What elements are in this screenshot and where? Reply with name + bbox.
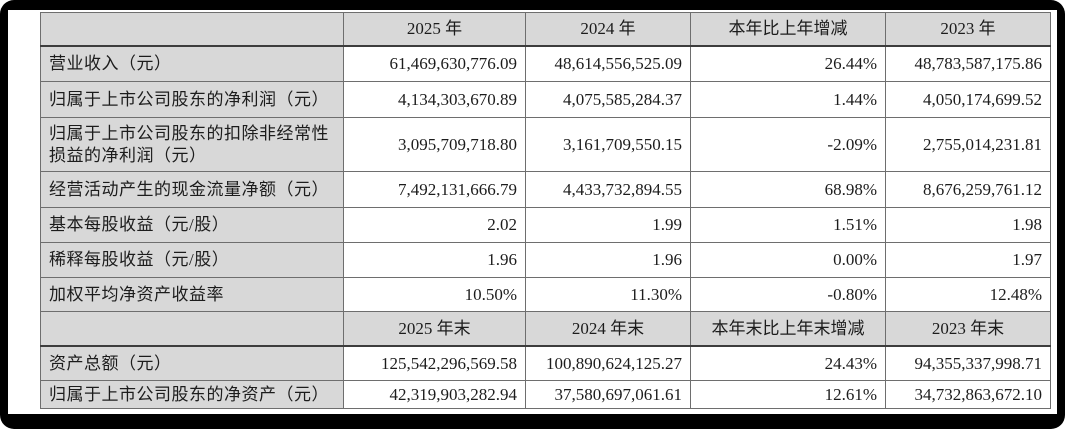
cell-value: 42,319,903,282.94 <box>343 380 526 409</box>
col-header-2024-end: 2024 年末 <box>525 311 691 347</box>
col-header-2023-end: 2023 年末 <box>885 311 1051 347</box>
cell-value: 1.96 <box>525 242 691 278</box>
table-row-diluted-eps: 稀释每股收益（元/股） 1.96 1.96 0.00% 1.97 <box>40 242 1051 278</box>
row-label: 营业收入（元） <box>40 45 344 82</box>
cell-value: 68.98% <box>690 171 886 208</box>
table-row-deducted-net-profit: 归属于上市公司股东的扣除非经常性损益的净利润（元） 3,095,709,718.… <box>40 117 1051 172</box>
cell-value: 48,783,587,175.86 <box>885 45 1051 82</box>
row-label: 加权平均净资产收益率 <box>40 277 344 312</box>
corner-cell <box>40 12 344 47</box>
financial-summary-table: 2025 年 2024 年 本年比上年增减 2023 年 营业收入（元） 61,… <box>40 12 1051 409</box>
row-label: 归属于上市公司股东的净资产（元） <box>40 380 344 409</box>
cell-value: 2,755,014,231.81 <box>885 117 1051 172</box>
cell-value: 3,161,709,550.15 <box>525 117 691 172</box>
col-header-yoy-change: 本年比上年增减 <box>690 12 886 47</box>
row-label: 归属于上市公司股东的扣除非经常性损益的净利润（元） <box>40 117 344 172</box>
cell-value: 12.61% <box>690 380 886 409</box>
col-header-2025-end: 2025 年末 <box>343 311 526 347</box>
cell-value: 61,469,630,776.09 <box>343 45 526 82</box>
cell-value: 26.44% <box>690 45 886 82</box>
cell-value: -0.80% <box>690 277 886 312</box>
table-row-total-assets: 资产总额（元） 125,542,296,569.58 100,890,624,1… <box>40 345 1051 381</box>
cell-value: 24.43% <box>690 345 886 381</box>
cell-value: 4,134,303,670.89 <box>343 81 526 118</box>
cell-value: 11.30% <box>525 277 691 312</box>
row-label: 基本每股收益（元/股） <box>40 207 344 243</box>
cell-value: 1.51% <box>690 207 886 243</box>
cell-value: 1.97 <box>885 242 1051 278</box>
row-label: 资产总额（元） <box>40 345 344 381</box>
col-header-2024: 2024 年 <box>525 12 691 47</box>
cell-value: 4,433,732,894.55 <box>525 171 691 208</box>
cell-value: 10.50% <box>343 277 526 312</box>
cell-value: -2.09% <box>690 117 886 172</box>
cell-value: 12.48% <box>885 277 1051 312</box>
col-header-year-end-change: 本年末比上年末增减 <box>690 311 886 347</box>
corner-cell <box>40 311 344 347</box>
cell-value: 0.00% <box>690 242 886 278</box>
cell-value: 94,355,337,998.71 <box>885 345 1051 381</box>
cell-value: 100,890,624,125.27 <box>525 345 691 381</box>
table-header-row-year-end: 2025 年末 2024 年末 本年末比上年末增减 2023 年末 <box>40 311 1051 347</box>
table-row-revenue: 营业收入（元） 61,469,630,776.09 48,614,556,525… <box>40 45 1051 82</box>
cell-value: 34,732,863,672.10 <box>885 380 1051 409</box>
cell-value: 1.96 <box>343 242 526 278</box>
cell-value: 8,676,259,761.12 <box>885 171 1051 208</box>
document-page: 2025 年 2024 年 本年比上年增减 2023 年 营业收入（元） 61,… <box>8 10 1057 414</box>
cell-value: 1.98 <box>885 207 1051 243</box>
col-header-2025: 2025 年 <box>343 12 526 47</box>
table-row-net-assets: 归属于上市公司股东的净资产（元） 42,319,903,282.94 37,58… <box>40 380 1051 409</box>
cell-value: 4,075,585,284.37 <box>525 81 691 118</box>
cell-value: 1.44% <box>690 81 886 118</box>
cell-value: 37,580,697,061.61 <box>525 380 691 409</box>
table-header-row-annual: 2025 年 2024 年 本年比上年增减 2023 年 <box>40 12 1051 47</box>
cell-value: 4,050,174,699.52 <box>885 81 1051 118</box>
table-row-net-profit: 归属于上市公司股东的净利润（元） 4,134,303,670.89 4,075,… <box>40 81 1051 118</box>
col-header-2023: 2023 年 <box>885 12 1051 47</box>
cell-value: 7,492,131,666.79 <box>343 171 526 208</box>
cell-value: 125,542,296,569.58 <box>343 345 526 381</box>
cell-value: 3,095,709,718.80 <box>343 117 526 172</box>
cell-value: 1.99 <box>525 207 691 243</box>
table-row-operating-cash-flow: 经营活动产生的现金流量净额（元） 7,492,131,666.79 4,433,… <box>40 171 1051 208</box>
table-row-basic-eps: 基本每股收益（元/股） 2.02 1.99 1.51% 1.98 <box>40 207 1051 243</box>
cell-value: 2.02 <box>343 207 526 243</box>
row-label: 稀释每股收益（元/股） <box>40 242 344 278</box>
row-label: 经营活动产生的现金流量净额（元） <box>40 171 344 208</box>
table-row-weighted-roe: 加权平均净资产收益率 10.50% 11.30% -0.80% 12.48% <box>40 277 1051 312</box>
row-label: 归属于上市公司股东的净利润（元） <box>40 81 344 118</box>
cell-value: 48,614,556,525.09 <box>525 45 691 82</box>
